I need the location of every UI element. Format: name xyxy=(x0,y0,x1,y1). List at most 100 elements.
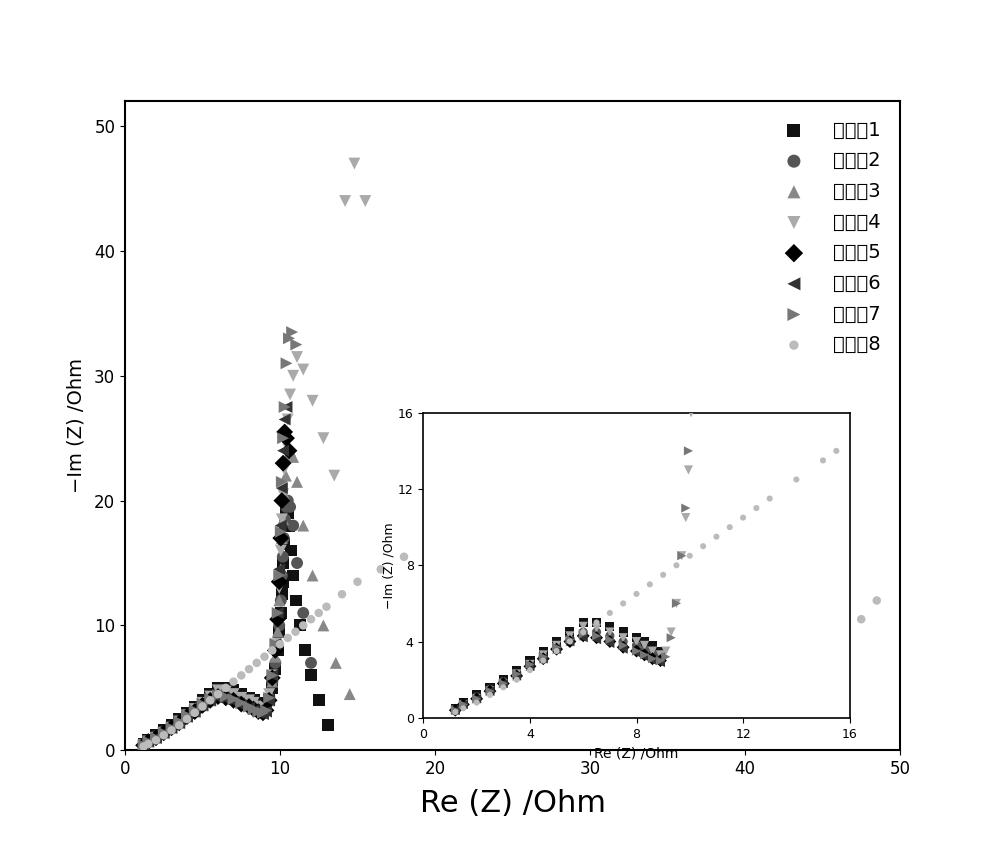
实施例6 xyxy=(274,481,290,495)
实施例5 xyxy=(233,697,249,711)
实施例1 xyxy=(283,544,299,557)
实施例4 xyxy=(164,721,180,734)
Point xyxy=(644,639,660,652)
实施例7 xyxy=(233,696,249,710)
实施例4 xyxy=(264,668,280,682)
实施例7 xyxy=(171,715,187,728)
实施例7 xyxy=(250,705,266,718)
实施例1 xyxy=(136,738,152,751)
Point xyxy=(636,642,652,656)
实施例8 xyxy=(256,650,272,663)
Point xyxy=(509,667,525,680)
Point xyxy=(447,706,463,719)
实施例2 xyxy=(140,735,156,749)
实施例3 xyxy=(258,702,274,716)
Point xyxy=(562,633,578,647)
Point xyxy=(602,633,618,647)
实施例6 xyxy=(218,692,234,706)
实施例4 xyxy=(271,582,287,595)
实施例3 xyxy=(276,487,292,501)
Point xyxy=(575,626,591,639)
实施例2 xyxy=(233,694,249,707)
实施例2 xyxy=(148,730,164,744)
Point xyxy=(455,698,471,711)
实施例4 xyxy=(357,194,373,207)
Point xyxy=(711,110,727,124)
实施例8 xyxy=(140,738,156,751)
实施例8 xyxy=(838,631,854,645)
实施例4 xyxy=(270,613,286,626)
实施例6 xyxy=(261,694,277,707)
实施例8 xyxy=(714,625,730,638)
Point xyxy=(509,667,525,680)
实施例7 xyxy=(267,637,283,651)
Point xyxy=(658,644,674,658)
实施例4 xyxy=(278,438,294,451)
实施例8 xyxy=(822,644,838,658)
Point xyxy=(562,635,578,648)
实施例2 xyxy=(164,720,180,733)
实施例3 xyxy=(226,692,242,706)
实施例7 xyxy=(274,475,290,489)
实施例7 xyxy=(258,704,274,717)
Point xyxy=(710,91,726,105)
实施例4 xyxy=(275,487,291,501)
实施例3 xyxy=(171,716,187,729)
实施例1 xyxy=(156,723,172,737)
Point xyxy=(652,654,668,668)
实施例2 xyxy=(226,690,242,703)
Point xyxy=(815,454,831,467)
Point xyxy=(447,703,463,717)
实施例7 xyxy=(246,702,262,716)
实施例4 xyxy=(315,432,331,445)
Point xyxy=(748,502,764,515)
Point xyxy=(652,654,668,668)
实施例5 xyxy=(277,425,293,438)
实施例5 xyxy=(218,691,234,705)
实施例1 xyxy=(261,694,277,707)
实施例5 xyxy=(194,699,211,712)
实施例1 xyxy=(292,619,308,632)
实施例5 xyxy=(250,705,266,718)
实施例4 xyxy=(337,194,353,207)
实施例4 xyxy=(171,715,187,728)
实施例3 xyxy=(246,701,262,715)
实施例6 xyxy=(171,716,187,729)
实施例7 xyxy=(261,691,277,705)
实施例3 xyxy=(275,513,291,526)
实施例6 xyxy=(210,691,226,705)
实施例8 xyxy=(396,550,412,563)
Point xyxy=(629,587,645,600)
实施例5 xyxy=(202,694,218,707)
Point xyxy=(652,656,668,669)
Point xyxy=(689,282,705,296)
实施例3 xyxy=(264,675,280,689)
实施例8 xyxy=(660,593,676,607)
实施例2 xyxy=(274,569,290,583)
Point xyxy=(482,685,498,698)
Point xyxy=(602,606,618,620)
实施例7 xyxy=(218,690,234,703)
实施例8 xyxy=(334,588,350,601)
实施例4 xyxy=(179,709,195,722)
实施例8 xyxy=(745,637,761,651)
实施例7 xyxy=(140,735,156,749)
实施例1 xyxy=(187,700,203,713)
Point xyxy=(589,615,605,629)
实施例7 xyxy=(271,569,287,583)
Point xyxy=(629,639,645,652)
Point xyxy=(695,206,711,219)
Point xyxy=(509,669,525,683)
Point xyxy=(644,652,660,665)
Point xyxy=(522,654,538,668)
实施例8 xyxy=(226,675,242,689)
实施例5 xyxy=(156,726,172,739)
实施例4 xyxy=(210,684,226,697)
实施例8 xyxy=(869,593,885,607)
Point xyxy=(575,626,591,639)
实施例6 xyxy=(148,731,164,744)
Point xyxy=(615,631,631,645)
Point xyxy=(589,631,605,645)
Point xyxy=(589,629,605,642)
Point xyxy=(562,629,578,642)
